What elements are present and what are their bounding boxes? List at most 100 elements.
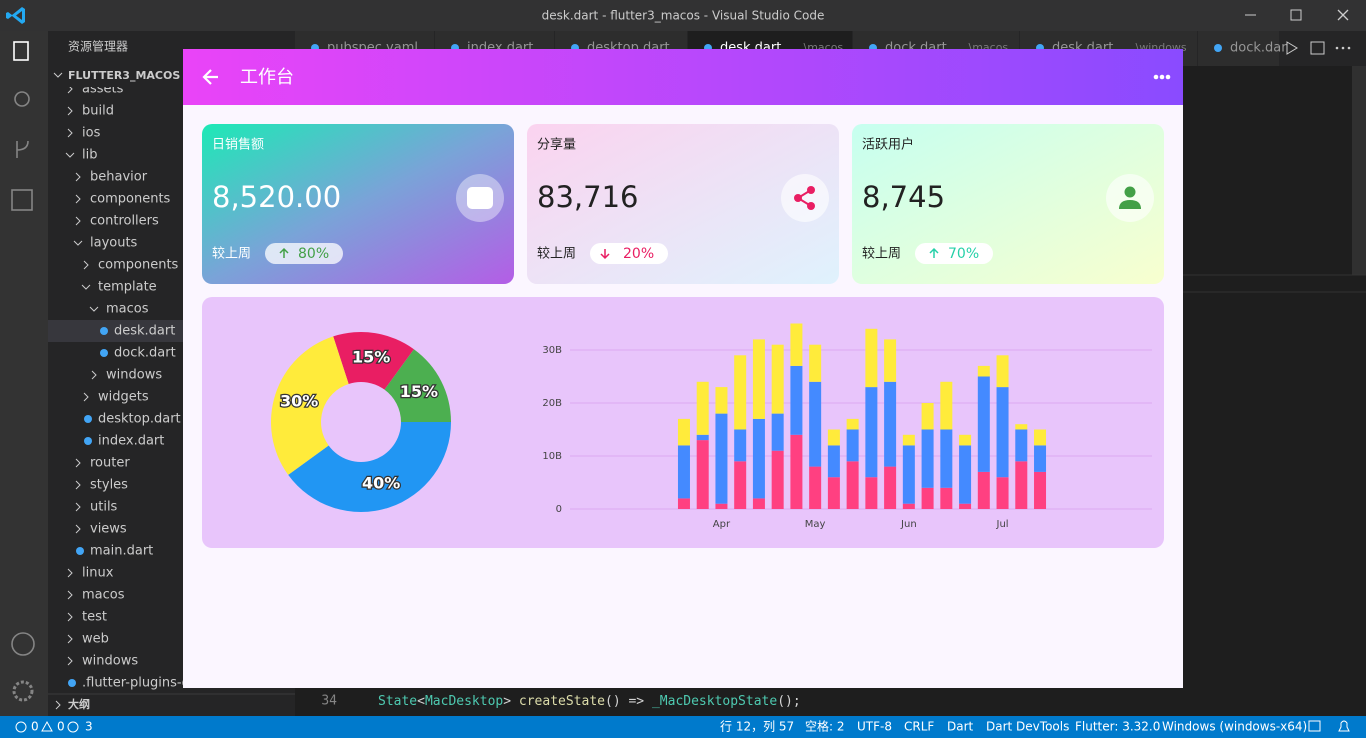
tree-item[interactable]: router [90, 456, 130, 471]
card-title: 日销售额 [212, 137, 264, 153]
status-item[interactable]: Flutter: 3.32.0 [1075, 720, 1160, 734]
extensions-icon[interactable] [11, 189, 33, 211]
more-icon[interactable] [1335, 46, 1339, 50]
info-count[interactable]: 3 [85, 720, 93, 734]
card-change: 80% [298, 246, 329, 262]
chevron [75, 524, 81, 534]
share-dot [807, 202, 815, 210]
status-item[interactable]: CRLF [904, 720, 934, 734]
bar-segment [940, 487, 953, 509]
search-icon[interactable] [14, 91, 30, 107]
tree-item[interactable]: behavior [90, 170, 148, 185]
tree-item[interactable]: widgets [98, 390, 149, 405]
bar-segment [940, 381, 953, 430]
file-icon [84, 437, 92, 445]
tree-item[interactable]: macos [106, 302, 149, 317]
chevron [81, 284, 91, 290]
bell-icon[interactable] [1338, 720, 1350, 732]
status-item[interactable]: 空格: 2 [805, 719, 845, 734]
info-icon [67, 721, 79, 733]
card-change: 20% [623, 246, 654, 262]
scrollbar [1352, 66, 1366, 275]
tree-item[interactable]: ios [82, 126, 101, 141]
more-icon[interactable] [1341, 46, 1345, 50]
settings-icon[interactable] [12, 680, 34, 702]
tree-item[interactable]: linux [82, 566, 114, 581]
tree-item[interactable]: desktop.dart [98, 412, 181, 427]
bar-segment [715, 413, 728, 504]
bar-segment [884, 381, 897, 467]
tree-item[interactable]: windows [82, 654, 138, 669]
tree-item[interactable]: lib [82, 148, 97, 163]
tree-item[interactable]: template [98, 280, 157, 295]
change-arrow [279, 247, 289, 258]
tree-item[interactable]: components [90, 192, 171, 207]
tree-item[interactable]: dock.dart [114, 346, 176, 361]
tree-item[interactable]: build [82, 104, 114, 119]
menu-dot[interactable] [1159, 74, 1165, 80]
bar-segment [884, 339, 897, 382]
chevron [75, 458, 81, 468]
warning-count[interactable]: 0 [57, 720, 65, 734]
y-tick-label: 30B [542, 345, 562, 356]
status-item[interactable]: Dart DevTools [986, 720, 1069, 734]
tree-item[interactable]: layouts [90, 236, 138, 251]
tree-item[interactable]: windows [106, 368, 162, 383]
split-icon[interactable] [1310, 41, 1325, 55]
tree-item[interactable]: main.dart [90, 544, 153, 559]
chevron [75, 216, 81, 226]
tree-item[interactable]: web [82, 632, 109, 647]
more-icon[interactable] [1347, 46, 1351, 50]
status-item[interactable]: Dart [947, 720, 974, 734]
bar-segment [677, 418, 690, 446]
tab[interactable] [1198, 31, 1279, 66]
tree-item[interactable]: .flutter-plugins-de [82, 676, 198, 691]
person-head [1124, 186, 1136, 198]
back-button[interactable] [202, 69, 218, 85]
menu-dot[interactable] [1153, 74, 1159, 80]
tree-item[interactable]: views [90, 522, 127, 537]
card-title: 分享量 [537, 137, 576, 153]
bar-segment [1015, 424, 1028, 430]
status-item[interactable]: UTF-8 [857, 720, 892, 734]
pie-label: 40% [362, 473, 400, 492]
pie-slice [384, 349, 451, 422]
tree-item[interactable]: desk.dart [114, 324, 175, 339]
tree-item[interactable]: components [98, 258, 179, 273]
x-tick-label: Apr [713, 519, 731, 530]
menu-dot[interactable] [1165, 74, 1171, 80]
tree-item[interactable]: index.dart [98, 434, 164, 449]
window-title: desk.dart - flutter3_macos - Visual Stud… [542, 9, 825, 23]
change-pill [915, 243, 993, 264]
tree-item[interactable]: macos [82, 588, 125, 603]
tree-item[interactable]: test [82, 610, 107, 625]
close[interactable] [1337, 9, 1349, 21]
explorer-icon[interactable] [13, 41, 29, 61]
bar-segment [677, 498, 690, 509]
account-icon[interactable] [11, 632, 35, 656]
bar-segment [902, 503, 915, 509]
bar-segment [790, 434, 803, 509]
restore[interactable] [1290, 9, 1302, 21]
git-icon[interactable] [16, 140, 29, 158]
bar-segment [865, 387, 878, 478]
tree-item[interactable]: styles [90, 478, 128, 493]
status-item[interactable]: Windows (windows-x64) [1162, 720, 1307, 734]
bar-segment [921, 429, 934, 488]
chevron [91, 370, 97, 380]
status-item[interactable]: 行 12，列 57 [720, 720, 794, 734]
card-compare: 较上周 [862, 247, 901, 262]
tree-item[interactable]: utils [90, 500, 118, 515]
tree-item[interactable]: controllers [90, 214, 159, 229]
error-count[interactable]: 0 [31, 720, 39, 734]
status-bar [0, 716, 1366, 738]
bar-segment [884, 466, 897, 509]
bar-segment [902, 445, 915, 504]
outline-title: 大纲 [68, 697, 90, 711]
chevron [67, 590, 73, 600]
bar-segment [846, 461, 859, 509]
run-icon[interactable] [1286, 41, 1298, 55]
bar-segment [715, 503, 728, 509]
app-title: 工作台 [240, 67, 294, 88]
feedback-icon[interactable] [1308, 720, 1321, 732]
